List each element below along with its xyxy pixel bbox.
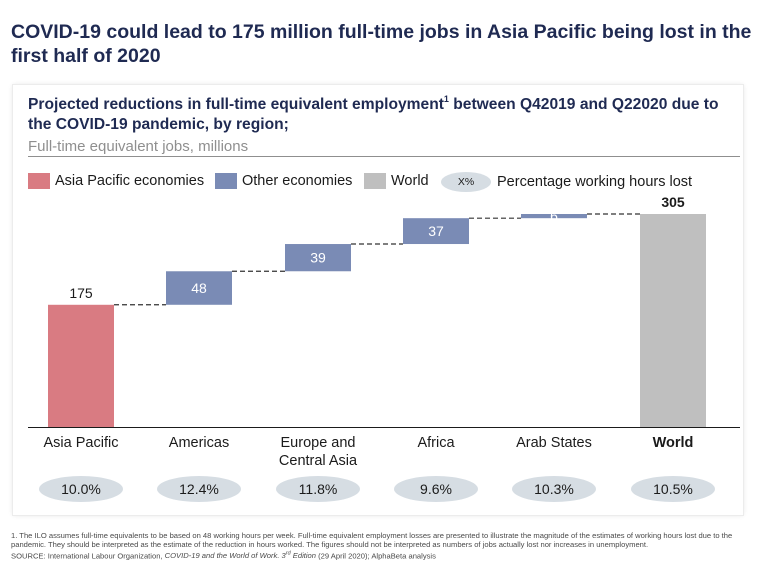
category-label-6: World bbox=[653, 435, 694, 451]
legend-label-percentage: Percentage working hours lost bbox=[497, 174, 693, 190]
percentage-label-3: 11.8% bbox=[299, 481, 338, 497]
data-label-1: 175 bbox=[69, 285, 93, 301]
data-label-5: 6 bbox=[550, 208, 558, 224]
source-prefix: SOURCE: International Labour Organizatio… bbox=[11, 551, 165, 561]
source-title: COVID-19 and the World of Work. 3rd Edit… bbox=[164, 550, 317, 561]
headline: COVID-19 could lead to 175 million full-… bbox=[11, 21, 752, 67]
legend-swatch-other bbox=[215, 173, 237, 189]
percentage-label-6: 10.5% bbox=[653, 481, 693, 497]
legend-item-world: World bbox=[364, 170, 429, 192]
category-label-5: Arab States bbox=[516, 435, 592, 451]
category-label-3: Europe and Central Asia bbox=[279, 435, 358, 469]
bar-5 bbox=[521, 214, 587, 219]
title-divider bbox=[28, 156, 740, 157]
bar-4 bbox=[403, 218, 469, 245]
source-title-main: COVID-19 and the World of Work. 3 bbox=[164, 551, 286, 561]
chart-title-footnote-mark: 1 bbox=[443, 93, 449, 104]
percentage-oval-1 bbox=[39, 476, 123, 502]
category-label-1: Asia Pacific bbox=[44, 435, 119, 451]
bar-6 bbox=[640, 214, 706, 427]
category-label-4: Africa bbox=[417, 435, 455, 451]
source-line: SOURCE: International Labour Organizatio… bbox=[11, 550, 756, 561]
percentage-label-1: 10.0% bbox=[61, 481, 101, 497]
source-suffix: (29 April 2020); AlphaBeta analysis bbox=[316, 551, 436, 561]
legend-item-asia: Asia Pacific economies bbox=[28, 170, 204, 192]
chart-subtitle: Full-time equivalent jobs, millions bbox=[28, 138, 249, 155]
footnote: 1. The ILO assumes full-time equivalents… bbox=[11, 531, 756, 561]
chart-title: Projected reductions in full-time equiva… bbox=[28, 93, 743, 135]
legend-swatch-asia bbox=[28, 173, 50, 189]
legend-label-asia: Asia Pacific economies bbox=[55, 173, 205, 189]
percentage-oval-3 bbox=[276, 476, 360, 502]
percentage-oval-5 bbox=[512, 476, 596, 502]
percentage-oval-2 bbox=[157, 476, 241, 502]
legend-oval-sample: X% bbox=[441, 172, 491, 192]
percentage-label-2: 12.4% bbox=[179, 481, 219, 497]
bar-3 bbox=[285, 244, 351, 272]
data-label-4: 37 bbox=[428, 223, 444, 239]
source-title-end: Edition bbox=[290, 551, 317, 561]
category-label-2: Americas bbox=[169, 435, 229, 451]
legend-swatch-world bbox=[364, 173, 386, 189]
bar-1 bbox=[48, 304, 114, 427]
data-label-2: 48 bbox=[191, 280, 207, 296]
percentage-oval-6 bbox=[631, 476, 715, 502]
chart-title-rest: between Q42019 and Q22020 due to the COV… bbox=[28, 96, 719, 133]
percentage-label-5: 10.3% bbox=[534, 481, 574, 497]
source-title-sup: rd bbox=[285, 550, 291, 557]
data-label-3: 39 bbox=[310, 250, 326, 266]
bar-2 bbox=[166, 271, 232, 305]
legend-item-other: Other economies bbox=[215, 170, 352, 192]
footnote-text: 1. The ILO assumes full-time equivalents… bbox=[11, 531, 733, 550]
data-label-6: 305 bbox=[661, 194, 685, 210]
legend-label-world: World bbox=[391, 173, 429, 189]
percentage-oval-4 bbox=[394, 476, 478, 502]
legend-label-other: Other economies bbox=[242, 173, 353, 189]
chart-title-main: Projected reductions in full-time equiva… bbox=[28, 96, 444, 113]
percentage-label-4: 9.6% bbox=[420, 481, 452, 497]
